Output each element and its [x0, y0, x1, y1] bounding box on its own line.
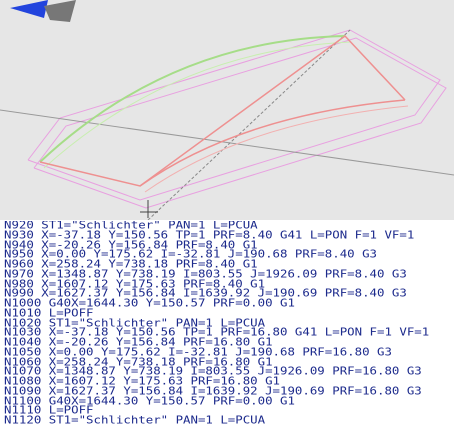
program-line: N940 X=-20.26 Y=156.84 PRF=8.40 G1	[4, 238, 258, 251]
program-line: N1000 G40X=1644.30 Y=150.57 PRF=0.00 G1	[4, 296, 295, 309]
program-line: N1090 X=1627.37 Y=156.84 I=1639.92 J=190…	[4, 384, 422, 397]
program-line: N1030 X=-37.18 Y=150.56 TP=1 PRF=16.80 G…	[4, 325, 430, 339]
program-line: N1010 L=POFF	[4, 306, 94, 319]
program-line: N980 X=1607.12 Y=175.63 PRF=8.40 G1	[4, 277, 266, 290]
program-line: N1070 X=1348.87 Y=738.19 I=803.55 J=1926…	[4, 364, 422, 378]
program-line: N1050 X=0.00 Y=175.62 I=-32.81 J=190.68 …	[4, 345, 392, 358]
program-line: N930 X=-37.18 Y=150.56 TP=1 PRF=8.40 G41…	[4, 228, 415, 241]
view-background	[0, 0, 454, 220]
program-line: N1100 G40X=1644.30 Y=150.57 PRF=0.00 G1	[4, 394, 295, 407]
program-line: N1060 X=258.24 Y=738.18 PRF=16.80 G1	[4, 355, 273, 368]
program-line: N1020 ST1="Schlichter" PAN=1 L=PCUA	[4, 316, 266, 329]
axis-arrow-blue	[10, 0, 48, 18]
program-line: N1040 X=-20.26 Y=156.84 PRF=16.80 G1	[4, 335, 273, 348]
program-line: N950 X=0.00 Y=175.62 I=-32.81 J=190.68 P…	[4, 247, 377, 261]
workpiece-outline	[0, 29, 454, 220]
program-line: N1110 L=POFF	[4, 403, 94, 417]
axis-arrow-gray	[44, 0, 76, 22]
program-listing: N920 ST1="Schlichter" PAN=1 L=PCUA N930 X…	[4, 221, 454, 426]
program-line: N1080 X=1607.12 Y=175.63 PRF=16.80 G1	[4, 374, 281, 387]
3d-view	[0, 0, 454, 220]
program-line: N960 X=258.24 Y=738.18 PRF=8.40 G1	[4, 257, 258, 270]
program-line: N970 X=1348.87 Y=738.19 I=803.55 J=1926.…	[4, 267, 407, 280]
program-line: N920 ST1="Schlichter" PAN=1 L=PCUA	[4, 221, 258, 231]
program-line: N1120 ST1="Schlichter" PAN=1 L=PCUA	[4, 413, 266, 426]
program-line: N990 X=1627.37 Y=156.84 I=1639.92 J=190.…	[4, 286, 407, 300]
